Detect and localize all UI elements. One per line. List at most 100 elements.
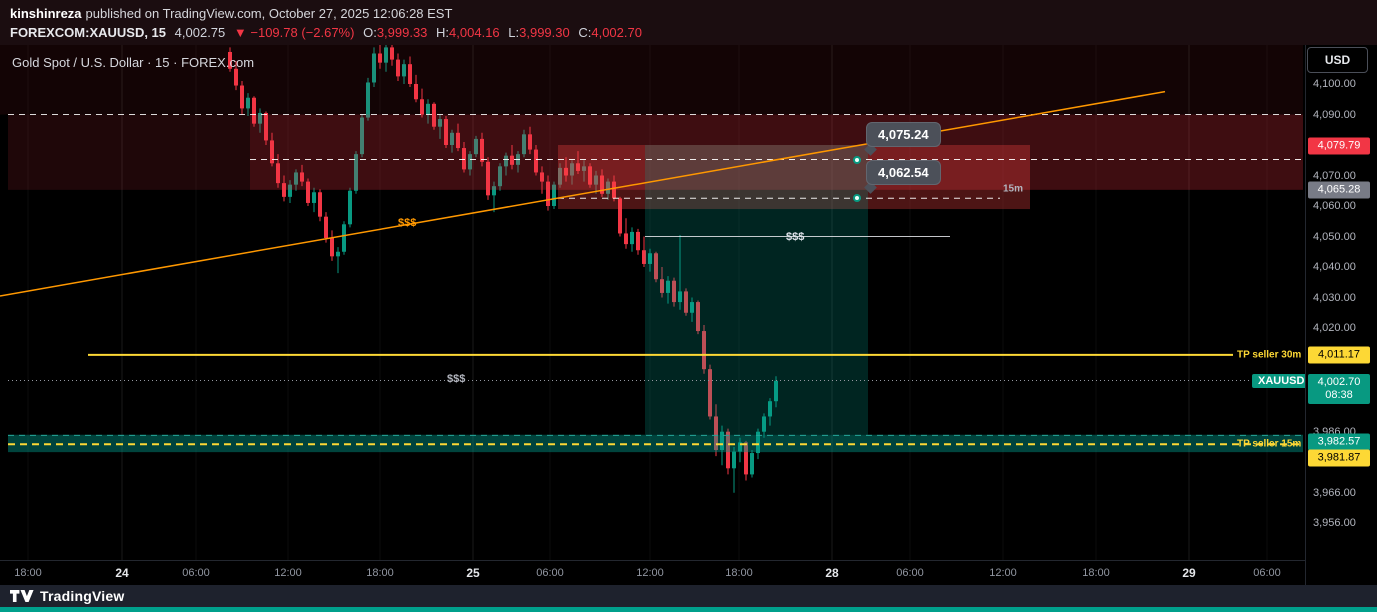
candle-body xyxy=(372,53,376,83)
candle-body xyxy=(774,380,778,402)
supply-zone-inner[interactable] xyxy=(250,114,1303,190)
supply-zone-wide[interactable] xyxy=(8,114,1303,190)
price-axis-label: 4,090.00 xyxy=(1313,108,1356,121)
price-change: ▼ −109.78 (−2.67%) xyxy=(233,25,355,40)
callout-anchor-dot xyxy=(853,155,861,164)
candle-body xyxy=(660,279,664,293)
candle-body xyxy=(618,198,622,234)
time-axis[interactable]: 18:00 24 06:00 12:00 18:00 25 06:00 12:00 18:00 2… xyxy=(0,560,1305,585)
time-axis-label: 12:00 xyxy=(274,567,302,579)
tradingview-logo-icon[interactable] xyxy=(10,589,34,603)
demand-strip[interactable] xyxy=(8,434,1303,453)
candle-body xyxy=(486,161,490,196)
candle-body xyxy=(606,181,610,194)
candle-body xyxy=(300,172,304,182)
tradingview-wordmark[interactable]: TradingView xyxy=(40,588,125,604)
candle-body xyxy=(336,251,340,257)
candle-body xyxy=(402,64,406,77)
chart-title: Gold Spot / U.S. Dollar · 15 · FOREX.com xyxy=(12,55,255,70)
candle-body xyxy=(426,103,430,115)
candle-body xyxy=(504,155,508,167)
candle-body xyxy=(480,138,484,162)
candle-body xyxy=(450,132,454,145)
candle-body xyxy=(570,163,574,176)
price-callout[interactable]: 4,075.24 xyxy=(866,121,941,147)
time-axis-label: 12:00 xyxy=(636,567,664,579)
candle-body xyxy=(264,112,268,141)
candle-body xyxy=(756,431,760,454)
candle-body xyxy=(732,451,736,469)
time-axis-label: 18:00 xyxy=(14,567,42,579)
price-callout[interactable]: 4,062.54 xyxy=(866,160,941,186)
candle-body xyxy=(240,85,244,109)
plot-label-tp-seller-30m[interactable]: TP seller 30m xyxy=(1237,349,1302,361)
time-axis-label: 18:00 xyxy=(1082,567,1110,579)
candle-body xyxy=(384,47,388,63)
price-axis-badge: 4,065.28 xyxy=(1308,181,1370,199)
candle-body xyxy=(738,442,742,452)
price-axis-label: 4,050.00 xyxy=(1313,230,1356,243)
time-axis-label: 18:00 xyxy=(725,567,753,579)
candle-body xyxy=(564,167,568,176)
supply-zone-upper[interactable] xyxy=(0,45,1303,115)
price-axis-label: 4,020.00 xyxy=(1313,322,1356,334)
candle-body xyxy=(744,442,748,475)
candle-body xyxy=(762,416,766,432)
candle-body xyxy=(534,149,538,173)
low-label: L: xyxy=(508,25,520,40)
plot-label-15m[interactable]: 15m xyxy=(1003,183,1024,195)
price-axis-badge: 4,079.79 xyxy=(1308,137,1370,155)
time-axis-label: 12:00 xyxy=(989,567,1017,579)
plot-label--[interactable]: $$$ xyxy=(447,373,466,386)
demand-box[interactable] xyxy=(645,145,868,435)
candle-body xyxy=(408,64,412,84)
plot-label--[interactable]: $$$ xyxy=(786,230,805,243)
candle-body xyxy=(396,59,400,77)
plot-label-xauusd[interactable]: XAUUSD xyxy=(1252,373,1305,388)
last-price: 4,002.75 xyxy=(174,25,226,40)
candle-body xyxy=(528,134,532,150)
chart-plot[interactable]: Gold Spot / U.S. Dollar · 15 · FOREX.com… xyxy=(0,45,1305,560)
candle-body xyxy=(456,132,460,149)
candle-body xyxy=(420,99,424,115)
plot-label--[interactable]: $$$ xyxy=(398,216,417,229)
candlestick-canvas[interactable] xyxy=(0,45,1305,560)
candle-body xyxy=(768,401,772,417)
price-axis-label: 4,040.00 xyxy=(1313,261,1356,273)
candle-body xyxy=(522,134,526,155)
candle-body xyxy=(492,186,496,196)
candle-body xyxy=(684,291,688,313)
low-value: 3,999.30 xyxy=(519,25,570,40)
price-axis-label: 4,100.00 xyxy=(1313,78,1356,90)
candle-body xyxy=(390,47,394,60)
currency-toggle-button[interactable]: USD xyxy=(1307,47,1368,73)
candle-body xyxy=(324,216,328,239)
price-axis-badge: 3,982.57 xyxy=(1308,433,1370,451)
chart-overlays: $$$ $$$ $$$ TP seller 30m TP seller 15m 15m XA… xyxy=(0,45,1305,560)
candle-body xyxy=(594,175,598,185)
candle-body xyxy=(666,280,670,293)
time-axis-label: 06:00 xyxy=(182,567,210,579)
candle-body xyxy=(228,51,232,69)
time-axis-label: 06:00 xyxy=(1253,567,1281,579)
price-axis-badge: 3,981.87 xyxy=(1308,449,1370,467)
candle-body xyxy=(672,280,676,303)
candle-body xyxy=(582,166,586,171)
candle-body xyxy=(306,181,310,203)
symbol-title[interactable]: FOREXCOM:XAUUSD, 15 xyxy=(10,25,167,40)
candle-body xyxy=(462,148,466,170)
candle-body xyxy=(636,231,640,251)
candle-body xyxy=(678,291,682,303)
time-axis-day-label: 29 xyxy=(1182,566,1196,580)
trendline[interactable] xyxy=(0,90,1166,297)
candle-body xyxy=(432,103,436,127)
candle-body xyxy=(276,163,280,184)
candle-body xyxy=(378,53,382,63)
price-axis[interactable]: 4,100.00 4,090.00 4,070.00 4,060.00 4,050.00… xyxy=(1305,45,1377,585)
published-text: published on TradingView.com, October 27… xyxy=(85,6,453,21)
plot-label-tp-seller-15m[interactable]: TP seller 15m xyxy=(1237,438,1302,450)
author-name: kinshinreza xyxy=(10,6,82,21)
header: kinshinreza published on TradingView.com,… xyxy=(0,0,1377,45)
time-axis-label: 06:00 xyxy=(536,567,564,579)
candle-body xyxy=(474,138,478,155)
